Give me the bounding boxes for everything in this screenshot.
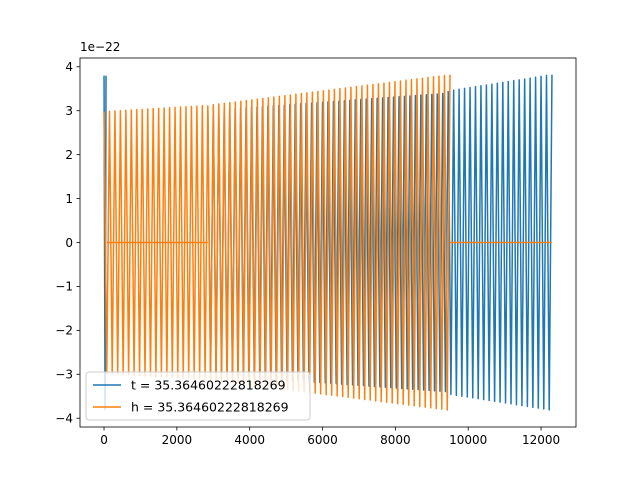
y-tick-label: 0 — [65, 236, 73, 250]
x-tick-label: 6000 — [307, 433, 338, 447]
y-tick-label: −1 — [55, 280, 73, 294]
x-tick-label: 0 — [100, 433, 108, 447]
x-tick-label: 10000 — [449, 433, 487, 447]
x-tick-label: 2000 — [162, 433, 193, 447]
y-tick-label: 3 — [65, 104, 73, 118]
x-tick-label: 8000 — [380, 433, 411, 447]
y-offset-label: 1e−22 — [80, 40, 120, 54]
legend-label-t: t = 35.36460222818269 — [131, 378, 286, 393]
legend-box — [85, 371, 311, 421]
legend-label-h: h = 35.36460222818269 — [131, 400, 289, 415]
y-tick-label: 4 — [65, 60, 73, 74]
y-tick-label: 1 — [65, 192, 73, 206]
y-tick-label: −4 — [55, 412, 73, 426]
y-tick-label: 2 — [65, 148, 73, 162]
y-tick-label: −3 — [55, 368, 73, 382]
x-tick-label: 4000 — [234, 433, 265, 447]
y-tick-label: −2 — [55, 324, 73, 338]
x-axis: 0 2000 4000 6000 8000 10000 12000 — [100, 427, 560, 447]
x-tick-label: 12000 — [522, 433, 560, 447]
legend: t = 35.36460222818269 h = 35.36460222818… — [85, 371, 311, 421]
y-axis: −4 −3 −2 −1 0 1 2 3 4 — [55, 60, 80, 426]
